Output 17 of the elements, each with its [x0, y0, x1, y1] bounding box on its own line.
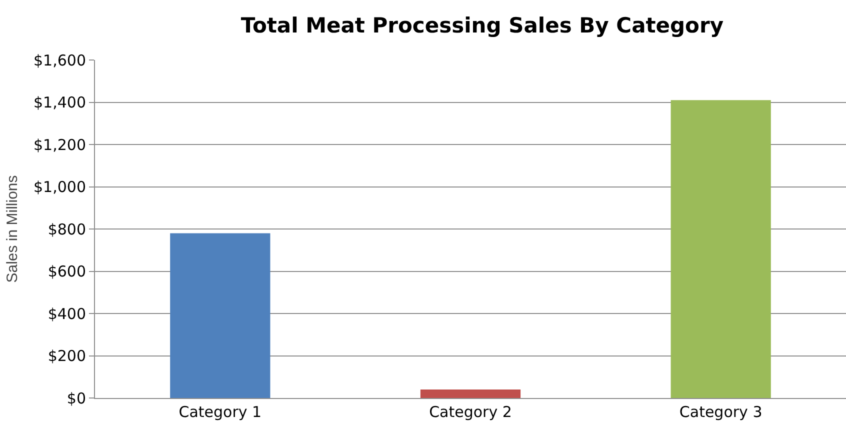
bar	[170, 233, 270, 398]
x-tick-label: Category 1	[178, 403, 262, 421]
x-tick-label: Category 3	[679, 403, 762, 421]
y-tick-label: $0	[66, 389, 86, 408]
x-tick-label: Category 2	[429, 403, 512, 421]
y-tick-label: $800	[48, 220, 86, 238]
bar	[670, 100, 771, 398]
y-tick-label: $1,600	[34, 51, 86, 70]
y-tick-label: $600	[48, 262, 86, 280]
y-tick-label: $200	[48, 347, 86, 365]
y-tick-label: $1,400	[34, 94, 86, 112]
y-tick-label: $1,000	[34, 178, 86, 196]
y-tick-label: $1,200	[34, 136, 86, 154]
y-axis-title: Sales in Millions	[4, 175, 21, 283]
bar	[420, 390, 521, 398]
chart-title: Total Meat Processing Sales By Category	[240, 13, 724, 38]
y-tick-label: $400	[48, 304, 86, 323]
